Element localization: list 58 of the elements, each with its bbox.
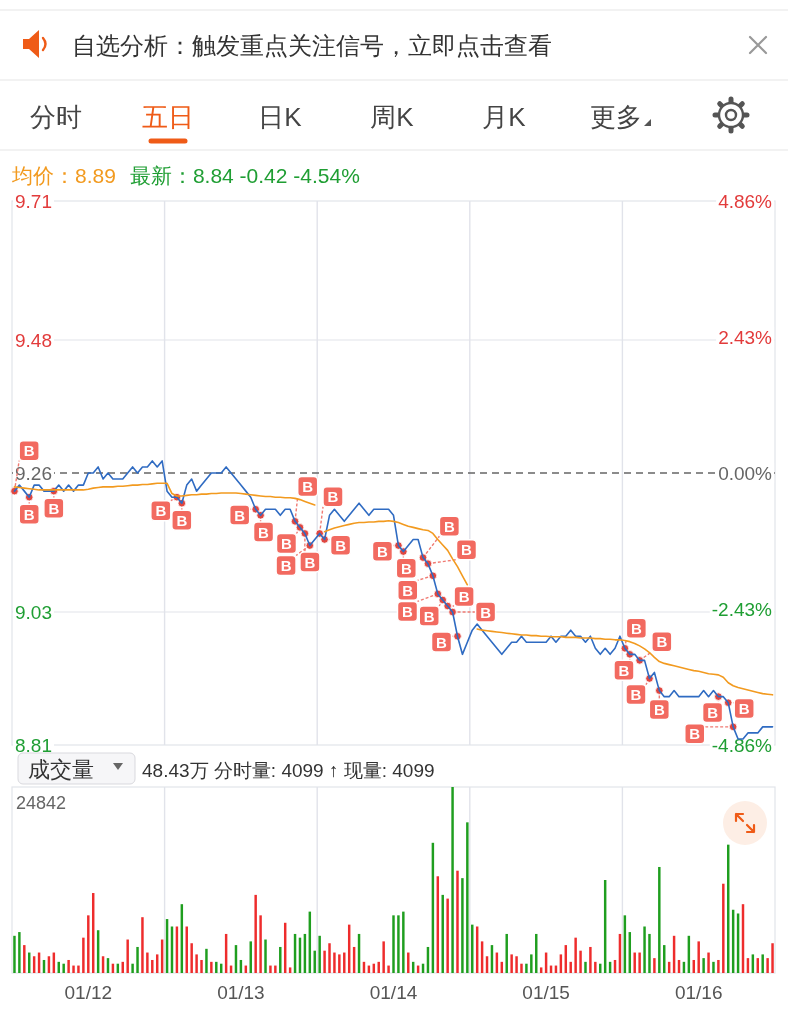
data-label: B <box>436 633 448 651</box>
data-label: B <box>402 602 414 620</box>
data-label: B <box>480 603 492 621</box>
data-label: B <box>234 506 246 524</box>
data-label: B <box>738 700 750 717</box>
data-label: B <box>281 534 293 552</box>
text: 月K <box>482 102 527 132</box>
data-label: B <box>258 523 270 541</box>
text: 五日 <box>142 102 194 132</box>
data-label: B <box>443 517 455 535</box>
chart-subtitle: 最新：8.84 -0.42 -4.54% <box>129 164 360 187</box>
data-label: B <box>689 725 701 743</box>
data-label: B <box>656 633 668 651</box>
data-label: B <box>653 701 665 719</box>
y-tick-label: 8.81 <box>15 735 52 756</box>
x-tick-label: 01/14 <box>369 982 418 1003</box>
y2-tick-label: 4.86% <box>718 191 773 212</box>
x-tick-label: 01/13 <box>217 982 265 1003</box>
data-label: B <box>176 511 188 529</box>
data-label: B <box>618 661 630 679</box>
x-tick-label: 01/16 <box>674 982 723 1003</box>
chart-title: 均价：8.89 <box>11 164 116 187</box>
data-label: B <box>400 559 412 577</box>
text: 自选分析：触发重点关注信号，立即点击查看 <box>72 32 552 59</box>
y-tick-label: 9.03 <box>15 602 52 624</box>
y-tick-label: 9.26 <box>15 463 52 484</box>
data-label: B <box>630 686 642 704</box>
y-tick-label: 9.71 <box>15 191 52 212</box>
data-label: B <box>304 553 316 571</box>
data-label: B <box>402 581 414 599</box>
x-tick-label: 01/15 <box>522 982 570 1003</box>
data-label: B <box>458 587 470 605</box>
y2-tick-label: 2.43% <box>718 327 773 348</box>
annotation: 24842 <box>16 793 67 813</box>
text: 周K <box>370 102 415 132</box>
y2-tick-label: 0.00% <box>718 463 773 484</box>
y2-tick-label: -4.86% <box>711 735 773 756</box>
data-label: B <box>302 478 314 496</box>
chart-title: 成交量 <box>28 757 94 782</box>
data-label: B <box>327 488 339 506</box>
text: 分时 <box>30 102 82 132</box>
chart-subtitle: 48.43万 分时量: 4099 ↑ 现量: 4099 <box>142 760 435 781</box>
data-label: B <box>155 502 167 520</box>
data-label: B <box>335 536 347 554</box>
data-label: B <box>423 607 435 625</box>
data-label: B <box>377 542 389 560</box>
data-label: B <box>280 556 292 574</box>
text: 更多 <box>590 102 642 132</box>
data-label: B <box>630 619 642 637</box>
data-label: B <box>23 442 35 460</box>
data-label: B <box>23 505 35 523</box>
data-label: B <box>461 541 473 559</box>
x-tick-label: 01/12 <box>64 982 113 1003</box>
y2-tick-label: -2.43% <box>711 599 773 620</box>
text: 日K <box>258 102 303 132</box>
data-label: B <box>707 704 719 722</box>
data-label: B <box>48 499 60 517</box>
y-tick-label: 9.48 <box>15 330 52 352</box>
